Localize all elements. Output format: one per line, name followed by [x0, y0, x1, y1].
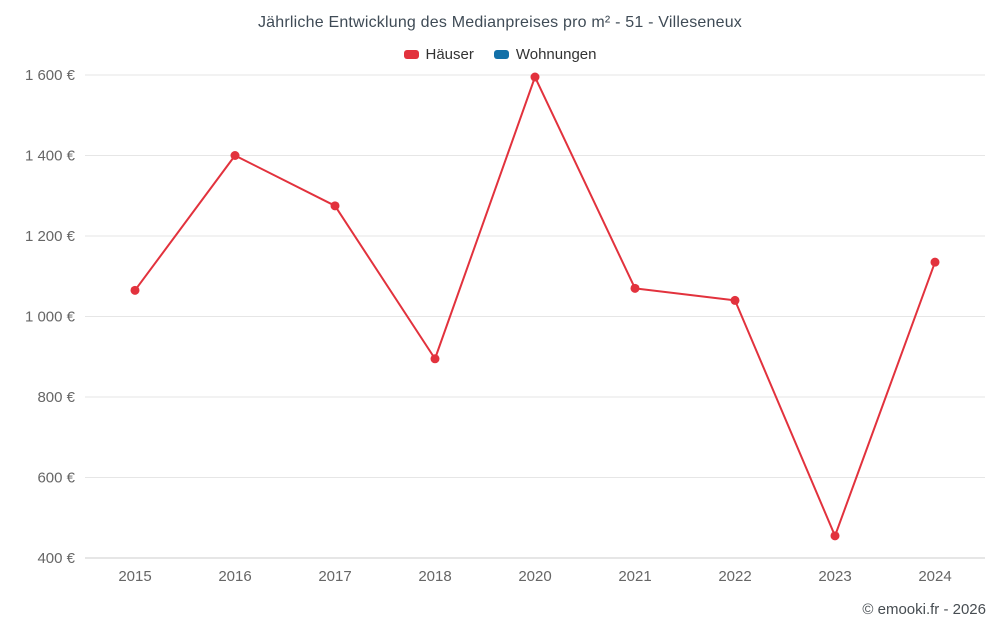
x-tick-label: 2015 [118, 568, 151, 585]
data-point[interactable] [630, 283, 640, 293]
data-point[interactable] [430, 354, 440, 364]
footer-credit: © emooki.fr - 2026 [862, 601, 986, 618]
x-tick-label: 2024 [918, 568, 951, 585]
legend: Häuser Wohnungen [0, 46, 1000, 63]
legend-item-wohnungen[interactable]: Wohnungen [493, 46, 597, 63]
legend-swatch-haeuser-icon [403, 50, 419, 59]
legend-item-haeuser[interactable]: Häuser [403, 46, 474, 63]
y-tick-label: 400 € [37, 550, 75, 567]
data-point[interactable] [530, 72, 540, 82]
x-tick-label: 2016 [218, 568, 251, 585]
data-point[interactable] [230, 151, 240, 160]
x-tick-label: 2018 [418, 568, 451, 585]
data-point[interactable] [730, 295, 740, 305]
x-tick-label: 2023 [818, 568, 851, 585]
legend-label-wohnungen: Wohnungen [515, 46, 597, 63]
data-point[interactable] [330, 201, 340, 211]
data-point[interactable] [930, 257, 940, 267]
x-tick-label: 2022 [718, 568, 751, 585]
data-point[interactable] [130, 285, 140, 295]
legend-swatch-wohnungen-icon [493, 50, 509, 59]
legend-label-haeuser: Häuser [425, 46, 474, 63]
series-line [134, 76, 936, 537]
y-tick-label: 1 400 € [25, 148, 76, 165]
y-tick-label: 600 € [37, 470, 75, 487]
data-point[interactable] [830, 531, 840, 541]
y-tick-label: 1 600 € [25, 67, 76, 84]
x-tick-label: 2020 [518, 568, 551, 585]
y-tick-label: 1 000 € [25, 309, 76, 326]
chart-title: Jährliche Entwicklung des Medianpreises … [257, 14, 743, 31]
y-tick-label: 1 200 € [25, 228, 76, 245]
x-tick-label: 2021 [618, 568, 651, 585]
x-tick-label: 2017 [318, 568, 351, 585]
y-tick-label: 800 € [37, 389, 75, 406]
